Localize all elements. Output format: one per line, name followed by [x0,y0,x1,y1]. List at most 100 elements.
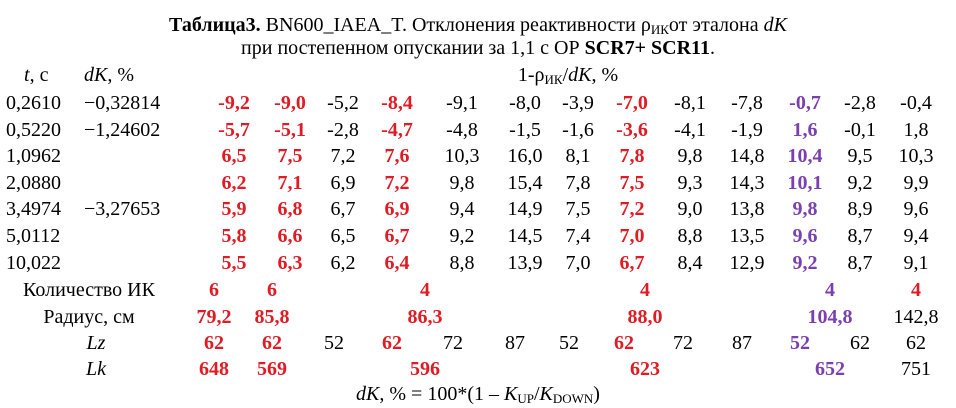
value-cell: -9,0 [274,92,306,114]
footer-k2: K [539,383,553,405]
table-title-line2: при постепенном опускании за 1,1 с ОР SC… [0,37,956,59]
title-text-mid: от эталона [668,14,764,36]
value-cell: 9,9 [903,172,929,194]
value-cell: -1,6 [562,119,594,141]
value-cell: 13,8 [729,198,765,220]
value-cell: 8,7 [847,252,873,274]
lz-cell: 52 [790,332,810,354]
lz-cell: 62 [906,332,926,354]
value-cell: 6,5 [330,225,356,247]
lz-cell: 72 [443,332,463,354]
title-dk: dK [763,14,787,36]
value-cell: -9,1 [446,92,478,114]
header-t: t, с [24,64,48,86]
header-rho-b: / [562,64,569,86]
value-cell: 7,5 [565,198,591,220]
value-cell: 8,9 [847,198,873,220]
value-cell: 9,1 [903,252,929,274]
value-cell: 6,7 [330,198,356,220]
value-cell: 6,7 [384,225,410,247]
value-cell: 14,5 [507,225,543,247]
value-cell: 1,6 [792,119,818,141]
radius-cell: 79,2 [196,306,232,328]
value-cell: -5,7 [218,119,250,141]
count-cell: 4 [420,279,430,301]
table-title-line1: Таблица3. BN600_IAEA_T. Отклонения реакт… [0,14,956,36]
table-number: Таблица3. [169,14,261,36]
value-cell: 16,0 [507,145,543,167]
radius-label: Радиус, см [43,306,135,328]
value-cell: 15,4 [507,172,543,194]
value-cell: -0,4 [900,92,932,114]
time-cell: 10,022 [6,252,61,274]
value-cell: 8,7 [847,225,873,247]
footer-k1: K [503,383,518,405]
header-rho-a: 1-ρ [517,64,545,86]
value-cell: 6,7 [619,252,645,274]
header-rho: 1-ρИК/dK, % [518,64,618,86]
header-t-unit: , с [29,64,49,86]
radius-cell: 85,8 [254,306,290,328]
value-cell: -4,1 [674,119,706,141]
value-cell: -5,1 [274,119,306,141]
value-cell: 6,8 [277,198,303,220]
value-cell: -7,0 [616,92,648,114]
count-cell: 6 [209,279,219,301]
header-rho-sub: ИК [544,72,563,87]
header-dk-unit: , % [107,64,135,86]
value-cell: 12,9 [729,252,765,274]
lz-cell: 87 [505,332,525,354]
time-cell: 1,0962 [6,145,61,167]
value-cell: -3,9 [562,92,594,114]
time-cell: 0,2610 [6,92,61,114]
value-cell: 9,2 [847,172,873,194]
lz-cell: 62 [382,332,402,354]
time-cell: 2,0880 [6,172,61,194]
header-dk: dK, % [84,64,134,86]
value-cell: 9,8 [792,198,818,220]
lk-label: Lk [86,358,106,380]
value-cell: 14,8 [729,145,765,167]
value-cell: -3,6 [616,119,648,141]
value-cell: 6,2 [330,252,356,274]
value-cell: 6,3 [277,252,303,274]
value-cell: 7,8 [565,172,591,194]
footer-b: ) [593,383,600,405]
value-cell: 9,2 [449,225,475,247]
value-cell: 8,4 [677,252,703,274]
lz-cell: 87 [732,332,752,354]
value-cell: -5,2 [327,92,359,114]
value-cell: 6,5 [221,145,247,167]
lk-cell: 596 [410,358,440,380]
count-cell: 4 [911,279,921,301]
radius-cell: 88,0 [627,306,663,328]
lk-cell: 751 [901,358,931,380]
dk-cell: −3,27653 [84,198,161,220]
value-cell: 10,1 [787,172,823,194]
value-cell: 8,8 [677,225,703,247]
lk-cell: 623 [630,358,660,380]
value-cell: 6,4 [384,252,410,274]
value-cell: 8,1 [565,145,591,167]
value-cell: 7,2 [384,172,410,194]
lk-cell: 569 [257,358,287,380]
value-cell: -0,1 [844,119,876,141]
value-cell: 6,9 [384,198,410,220]
footer-dk: dK [356,383,380,405]
header-t-symbol: t [24,64,30,86]
radius-cell: 142,8 [893,306,939,328]
lz-cell: 72 [673,332,693,354]
time-cell: 0,5220 [6,119,61,141]
value-cell: 14,9 [507,198,543,220]
lz-cell: 62 [204,332,224,354]
value-cell: -8,4 [381,92,413,114]
value-cell: -9,2 [218,92,250,114]
title-line2-bold: SCR7+ SCR11 [584,37,710,59]
value-cell: 6,6 [277,225,303,247]
value-cell: 7,4 [565,225,591,247]
value-cell: 9,8 [449,172,475,194]
count-label: Количество ИК [23,279,155,301]
value-cell: 9,3 [677,172,703,194]
value-cell: 9,4 [449,198,475,220]
lz-cell: 62 [262,332,282,354]
